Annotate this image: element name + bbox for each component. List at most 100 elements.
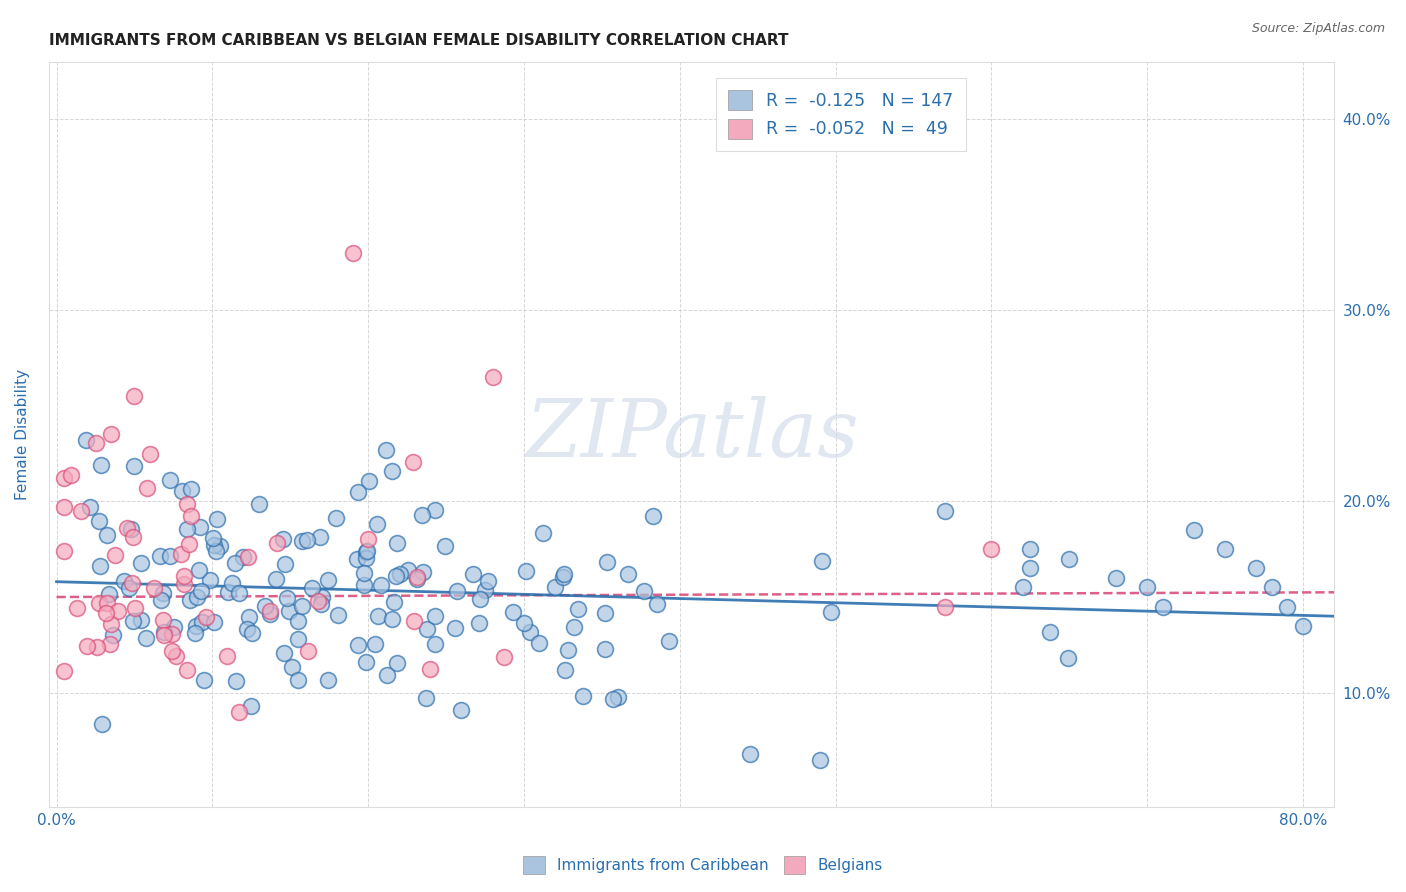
Point	[405, 570, 427, 584]
Point	[273, 533, 295, 547]
Point	[295, 533, 318, 547]
Point	[159, 549, 181, 563]
Point	[186, 590, 208, 604]
Point	[60, 468, 83, 483]
Point	[176, 522, 198, 536]
Point	[205, 543, 228, 558]
Point	[1059, 551, 1081, 566]
Point	[1011, 581, 1033, 595]
Point	[740, 747, 762, 761]
Point	[159, 473, 181, 487]
Point	[616, 567, 638, 582]
Point	[519, 625, 541, 640]
Point	[209, 539, 232, 553]
Point	[311, 590, 333, 604]
Point	[412, 566, 434, 580]
Point	[53, 500, 76, 514]
Point	[129, 556, 152, 570]
Point	[100, 616, 122, 631]
Point	[90, 458, 112, 472]
Point	[645, 598, 668, 612]
Point	[1039, 625, 1062, 640]
Point	[239, 699, 262, 714]
Point	[266, 536, 288, 550]
Point	[326, 608, 349, 623]
Point	[96, 527, 118, 541]
Point	[124, 389, 146, 403]
Point	[176, 497, 198, 511]
Point	[354, 655, 377, 669]
Point	[103, 628, 125, 642]
Point	[107, 603, 129, 617]
Point	[307, 594, 329, 608]
Point	[363, 637, 385, 651]
Point	[354, 550, 377, 565]
Legend: Immigrants from Caribbean, Belgians: Immigrants from Caribbean, Belgians	[517, 850, 889, 880]
Point	[205, 512, 228, 526]
Point	[411, 508, 433, 522]
Point	[180, 483, 202, 497]
Point	[551, 570, 574, 584]
Point	[259, 607, 281, 622]
Point	[121, 576, 143, 591]
Y-axis label: Female Disability: Female Disability	[15, 369, 30, 500]
Point	[384, 568, 406, 582]
Point	[287, 673, 309, 687]
Point	[1105, 571, 1128, 585]
Point	[425, 609, 447, 624]
Point	[1292, 618, 1315, 632]
Point	[567, 602, 589, 616]
Point	[1261, 581, 1284, 595]
Point	[153, 625, 176, 640]
Point	[606, 690, 628, 705]
Point	[184, 626, 207, 640]
Point	[180, 508, 202, 523]
Point	[152, 628, 174, 642]
Point	[142, 581, 165, 595]
Point	[1182, 523, 1205, 537]
Point	[387, 657, 409, 671]
Point	[382, 595, 405, 609]
Point	[419, 661, 441, 675]
Point	[148, 549, 170, 563]
Point	[163, 620, 186, 634]
Point	[264, 572, 287, 586]
Legend: R =  -0.125   N = 147, R =  -0.052   N =  49: R = -0.125 N = 147, R = -0.052 N = 49	[716, 78, 966, 151]
Point	[188, 563, 211, 577]
Point	[259, 604, 281, 618]
Point	[236, 622, 259, 636]
Point	[658, 633, 681, 648]
Point	[190, 584, 212, 599]
Point	[87, 514, 110, 528]
Point	[190, 615, 212, 630]
Point	[225, 673, 247, 688]
Point	[281, 660, 304, 674]
Point	[193, 673, 215, 687]
Point	[366, 516, 388, 531]
Point	[562, 620, 585, 634]
Point	[228, 585, 250, 599]
Point	[450, 703, 472, 717]
Point	[934, 599, 956, 614]
Point	[502, 606, 524, 620]
Point	[482, 370, 505, 384]
Point	[356, 543, 378, 558]
Point	[1213, 542, 1236, 557]
Point	[425, 637, 447, 651]
Point	[593, 606, 616, 620]
Point	[375, 442, 398, 457]
Point	[276, 591, 298, 605]
Point	[554, 663, 576, 677]
Point	[474, 583, 496, 598]
Point	[367, 609, 389, 624]
Text: Source: ZipAtlas.com: Source: ZipAtlas.com	[1251, 22, 1385, 36]
Point	[96, 596, 118, 610]
Point	[357, 533, 380, 547]
Point	[118, 581, 141, 595]
Point	[170, 547, 193, 561]
Point	[238, 610, 260, 624]
Point	[53, 471, 76, 485]
Point	[1019, 561, 1042, 575]
Point	[195, 610, 218, 624]
Point	[557, 643, 579, 657]
